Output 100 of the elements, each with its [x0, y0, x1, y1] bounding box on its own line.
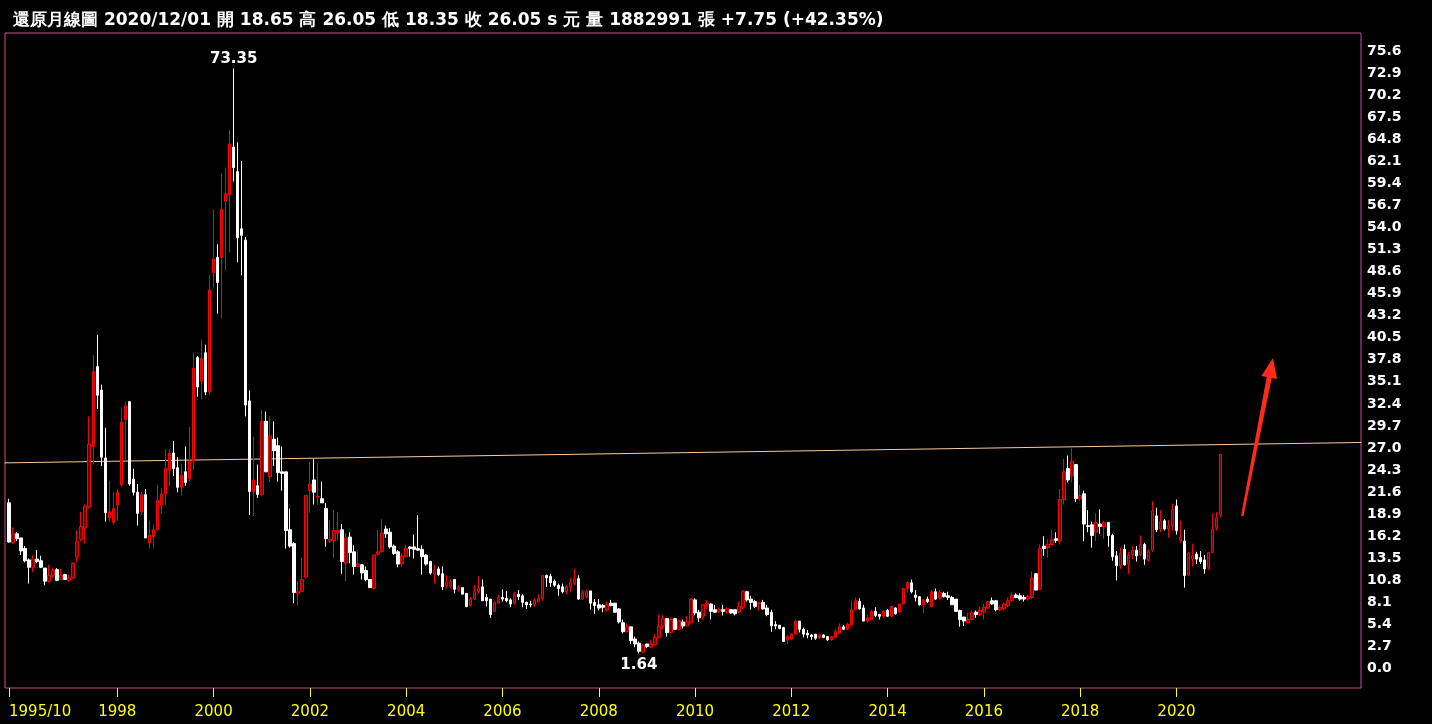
candlestick — [637, 641, 641, 654]
candlestick — [208, 274, 211, 396]
candlestick — [866, 614, 869, 624]
candlestick — [35, 549, 39, 564]
candlestick — [1054, 531, 1058, 544]
candlestick — [1159, 509, 1162, 533]
candlestick — [946, 591, 950, 601]
candlestick — [148, 520, 151, 550]
candlestick — [212, 208, 215, 288]
candlestick — [1203, 554, 1206, 575]
candlestick — [1070, 447, 1074, 483]
y-tick-label: 10.8 — [1367, 570, 1402, 587]
candlestick — [380, 518, 384, 554]
y-tick-label: 2.7 — [1367, 636, 1392, 653]
candlestick — [733, 609, 737, 616]
y-tick-label: 35.1 — [1367, 372, 1402, 389]
candlestick — [753, 599, 757, 609]
candlestick — [1123, 543, 1126, 567]
candlestick — [601, 603, 605, 613]
candlestick — [220, 172, 223, 319]
candlestick — [597, 598, 601, 612]
candlestick — [356, 549, 360, 568]
candlestick — [120, 406, 123, 488]
candlestick — [1030, 570, 1034, 600]
candlestick — [320, 481, 324, 504]
candlestick — [882, 610, 885, 619]
candlestick — [312, 458, 316, 505]
candlestick — [545, 574, 548, 588]
candlestick — [838, 623, 841, 634]
candlestick — [966, 612, 970, 624]
candlestick — [116, 488, 119, 522]
candlestick — [826, 636, 829, 642]
candlestick — [1038, 543, 1042, 591]
candlestick — [557, 583, 560, 597]
candlestick — [529, 600, 532, 608]
y-tick-label: 0.0 — [1367, 658, 1393, 675]
candlestick — [994, 599, 998, 612]
candlestick — [1175, 499, 1178, 536]
x-tick-label: 2000 — [194, 701, 233, 720]
candlestick — [1219, 453, 1222, 518]
candlestick — [1163, 518, 1166, 532]
candlestick — [669, 617, 673, 634]
candlestick — [757, 601, 761, 612]
x-tick-label: 2008 — [579, 701, 618, 720]
candlestick — [934, 587, 937, 601]
y-tick-label: 18.9 — [1367, 504, 1402, 521]
candlestick — [1119, 547, 1122, 570]
x-tick-label: 2020 — [1157, 701, 1196, 720]
candlestick — [196, 355, 199, 398]
x-tick-label: 2012 — [772, 701, 811, 720]
candlestick — [489, 598, 492, 619]
candlestick — [938, 589, 942, 601]
candlestick — [252, 436, 255, 517]
candlestick — [1042, 535, 1046, 557]
y-tick-label: 62.1 — [1367, 152, 1402, 169]
candlestick — [910, 579, 913, 594]
y-tick-label: 16.2 — [1367, 526, 1402, 543]
candlestick — [200, 339, 203, 400]
x-tick-label: 2016 — [964, 701, 1003, 720]
candlestick — [842, 624, 845, 631]
candlestick — [729, 609, 733, 615]
candlestick — [798, 620, 801, 634]
candlestick — [1074, 464, 1078, 503]
candlestick — [63, 573, 67, 581]
candlestick — [51, 567, 55, 579]
candlestick — [922, 598, 925, 614]
candlestick — [59, 568, 63, 581]
candlestick — [914, 589, 917, 603]
candlestick — [681, 618, 685, 629]
y-tick-label: 32.4 — [1367, 394, 1402, 411]
candlestick — [998, 605, 1002, 612]
candlestick — [1078, 484, 1082, 502]
candlestick — [625, 623, 629, 634]
candlestick — [645, 643, 649, 649]
candlestick — [140, 490, 143, 516]
candlestick — [585, 589, 588, 599]
candlestick — [324, 502, 328, 548]
chart-title: 還原月線圖 2020/12/01 開 18.65 高 26.05 低 18.35 收 26.05 s 元 量 1882991 張 +7.75 (+42.35%) — [13, 8, 884, 29]
candlestick — [533, 597, 536, 607]
y-tick-label: 40.5 — [1367, 328, 1402, 345]
candlestick — [1034, 572, 1038, 591]
candlestick — [340, 523, 344, 575]
x-tick-label: 2018 — [1061, 701, 1100, 720]
candlestick — [673, 617, 677, 631]
candlestick — [1094, 512, 1098, 542]
y-tick-label: 72.9 — [1367, 64, 1402, 81]
candlestick — [47, 564, 51, 584]
candlestick — [982, 603, 986, 620]
y-tick-label: 37.8 — [1367, 350, 1402, 367]
candlestick — [344, 532, 348, 582]
candlestick — [71, 561, 75, 580]
candlestick — [260, 409, 264, 497]
candlestick — [501, 588, 504, 603]
candlestick — [890, 605, 893, 618]
candlestick — [970, 610, 974, 621]
candlestick — [204, 344, 207, 396]
candlestick — [589, 590, 592, 611]
candlestick — [216, 243, 219, 315]
candlestick — [332, 509, 336, 558]
candlestick — [641, 643, 645, 654]
